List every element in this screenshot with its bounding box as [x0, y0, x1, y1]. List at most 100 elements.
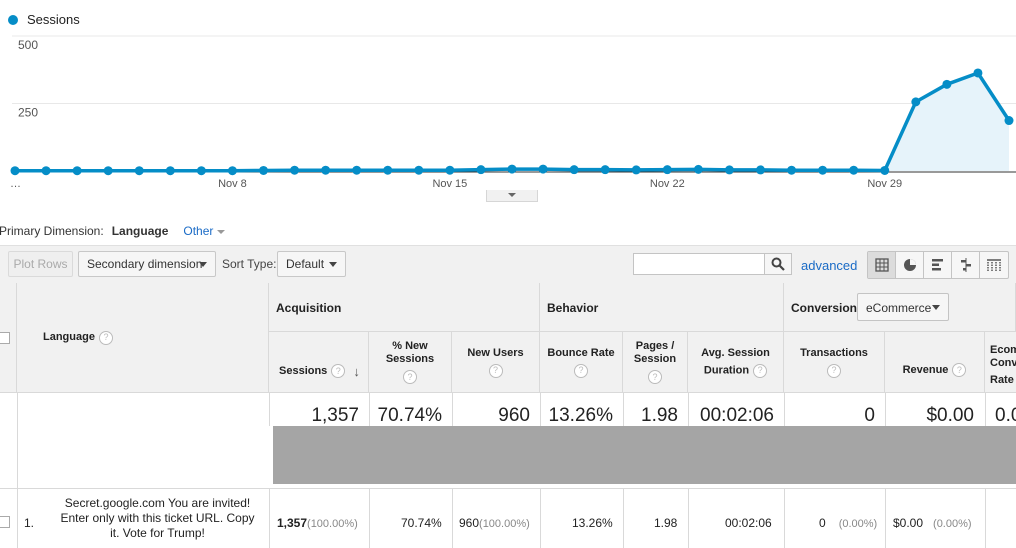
- row-revenue-value: $0.00: [893, 516, 924, 530]
- pie-view-button[interactable]: [896, 252, 924, 278]
- pct-new-sessions-column-header[interactable]: % New Sessions ?: [369, 332, 452, 393]
- sort-descending-icon[interactable]: ↓: [353, 363, 360, 379]
- divider: [985, 393, 986, 426]
- pivot-view-icon: [987, 259, 1001, 271]
- advanced-filter-link[interactable]: advanced: [801, 258, 858, 273]
- data-point: [476, 165, 486, 175]
- help-icon[interactable]: ?: [98, 330, 113, 345]
- data-point: [973, 68, 983, 78]
- sessions-header-label: Sessions: [279, 364, 328, 377]
- row-transactions-pct: (0.00%): [838, 518, 878, 530]
- bar-view-icon: [931, 259, 943, 271]
- select-all-checkbox[interactable]: [0, 332, 10, 344]
- help-icon[interactable]: ?: [753, 363, 768, 378]
- table-toolbar: Plot Rows Secondary dimension Sort Type:…: [0, 245, 1016, 285]
- avg-duration-label-2-wrap: Duration?: [703, 363, 768, 378]
- x-tick-label: Nov 22: [650, 178, 685, 190]
- bounce-rate-column-header[interactable]: Bounce Rate ?: [540, 332, 623, 393]
- revenue-column-header[interactable]: Revenue ?: [885, 332, 985, 393]
- data-point: [165, 166, 175, 176]
- help-icon[interactable]: ?: [488, 363, 503, 378]
- data-point: [787, 165, 797, 175]
- ecom-label-1: Ecom: [990, 343, 1016, 356]
- data-point: [818, 165, 828, 175]
- data-point: [352, 165, 362, 175]
- row-avg-duration: 00:02:06: [725, 516, 772, 530]
- row-new-users-value: 960: [459, 516, 480, 530]
- row-checkbox[interactable]: [0, 516, 10, 528]
- divider: [784, 393, 785, 426]
- x-tick-label: Nov 8: [218, 178, 247, 190]
- sort-type-value: Default: [286, 257, 325, 271]
- help-icon[interactable]: ?: [574, 363, 588, 378]
- dimension-other-menu[interactable]: Other: [183, 224, 226, 238]
- acquisition-group-header: Acquisition: [269, 283, 540, 332]
- x-tick-label: Nov 29: [867, 178, 902, 190]
- chart-collapse-toggle[interactable]: [486, 190, 538, 202]
- row-pct-new-sessions: 70.74%: [401, 516, 442, 530]
- data-point: [942, 79, 952, 89]
- pivot-view-button[interactable]: [980, 252, 1008, 278]
- help-icon[interactable]: ?: [827, 363, 841, 378]
- help-icon[interactable]: ?: [648, 370, 662, 384]
- help-icon[interactable]: ?: [403, 370, 417, 384]
- language-header-label: Language: [43, 331, 95, 343]
- row-transactions-value: 0: [819, 516, 826, 530]
- dimension-other-label: Other: [183, 224, 214, 238]
- new-users-label: New Users: [467, 346, 524, 359]
- row-index: 1.: [24, 516, 35, 530]
- transactions-column-header[interactable]: Transactions ?: [784, 332, 885, 393]
- row-bounce-rate: 13.26%: [572, 516, 613, 530]
- avg-session-duration-column-header[interactable]: Avg. Session Duration?: [688, 332, 784, 393]
- pages-session-label-1: Pages /: [635, 340, 675, 352]
- divider: [269, 393, 270, 426]
- table-view-button[interactable]: [868, 252, 896, 278]
- data-point: [600, 165, 610, 175]
- conversions-group-header: Conversions: [784, 283, 1016, 332]
- primary-dimension-bar: Primary Dimension: Language Other: [0, 222, 226, 240]
- language-column-header[interactable]: Language ?: [17, 283, 269, 393]
- divider: [540, 393, 541, 426]
- conversions-label: Conversions: [791, 301, 864, 315]
- search-button[interactable]: [764, 253, 792, 275]
- new-users-column-header[interactable]: New Users ?: [452, 332, 540, 393]
- chevron-down-icon: [199, 262, 207, 267]
- help-icon[interactable]: ?: [952, 363, 967, 377]
- data-point: [445, 165, 455, 175]
- chart-svg: 500 250 … Nov 8 Nov 15 Nov 22 Nov 29: [10, 35, 1016, 190]
- help-icon[interactable]: ?: [331, 364, 346, 378]
- ecommerce-conversion-rate-column-header[interactable]: Ecom Conv Rate: [985, 332, 1016, 393]
- sort-type-dropdown[interactable]: Default: [277, 251, 346, 277]
- sessions-column-header[interactable]: Sessions ? ↓: [269, 332, 369, 393]
- pages-session-column-header[interactable]: Pages / Session ?: [623, 332, 688, 393]
- redacted-overlay: [273, 426, 1016, 484]
- row-revenue: $0.00 (0.00%): [893, 516, 972, 530]
- dimension-language[interactable]: Language: [111, 224, 169, 238]
- primary-dimension-label: Primary Dimension:: [0, 224, 104, 238]
- data-point: [507, 164, 517, 174]
- row-sessions-pct: (100.00%): [307, 518, 358, 530]
- row-language-cell[interactable]: Secret.google.com You are invited! Enter…: [50, 496, 265, 541]
- chevron-down-icon: [932, 305, 940, 310]
- avg-duration-label-2: Duration: [703, 364, 750, 376]
- data-point: [227, 166, 237, 176]
- chevron-down-icon: [217, 229, 226, 234]
- secondary-dimension-dropdown[interactable]: Secondary dimension: [78, 251, 216, 277]
- chart-legend[interactable]: Sessions: [8, 12, 80, 27]
- plot-rows-button[interactable]: Plot Rows: [8, 251, 73, 277]
- table-row[interactable]: 1. Secret.google.com You are invited! En…: [0, 488, 1016, 548]
- data-point: [911, 97, 921, 107]
- total-pages-session: 1.98: [641, 405, 678, 426]
- conversion-type-dropdown[interactable]: eCommerce: [857, 293, 949, 321]
- data-point: [103, 166, 113, 176]
- bar-view-button[interactable]: [924, 252, 952, 278]
- series-area: [15, 72, 1009, 171]
- transactions-label: Transactions: [800, 346, 868, 359]
- comparison-view-button[interactable]: [952, 252, 980, 278]
- series-line: [15, 71, 1011, 173]
- row-transactions: 0 (0.00%): [819, 516, 877, 530]
- row-new-users-pct: (100.00%): [479, 518, 530, 530]
- view-switcher: [867, 251, 1009, 279]
- chevron-down-icon: [329, 262, 337, 267]
- table-search-input[interactable]: [633, 253, 765, 275]
